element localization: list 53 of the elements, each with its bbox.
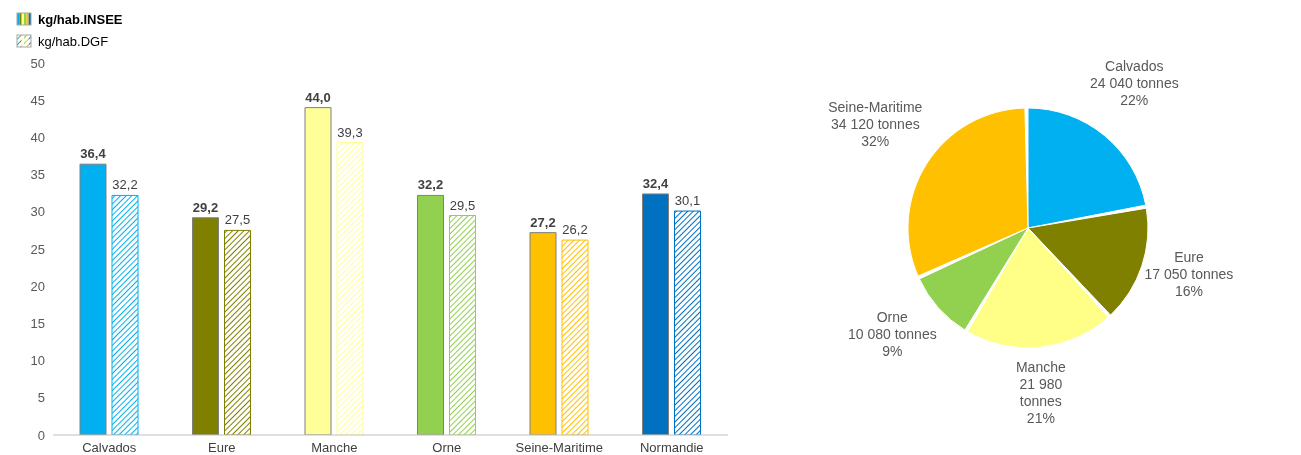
bar: [192, 217, 219, 435]
data-label: 10 080 tonnes 9%: [847, 326, 937, 360]
data-label: 24 040 tonnes 22%: [1089, 74, 1179, 108]
data-label: 29,2: [192, 199, 219, 215]
y-tick-label: 25: [30, 241, 45, 257]
bar: [417, 194, 444, 435]
slice-label: Seine-Maritime: [828, 99, 923, 116]
data-label: 44,0: [305, 89, 331, 105]
y-tick-label: 30: [30, 204, 45, 220]
y-tick-label: 15: [30, 316, 45, 332]
y-tick-label: 40: [30, 130, 45, 146]
bar: [224, 229, 251, 435]
data-label: 21 980 tonnes 21%: [1019, 375, 1063, 426]
y-tick-label: 5: [37, 390, 45, 406]
data-label: 32,2: [417, 177, 444, 193]
bar: [111, 194, 139, 435]
bar: [642, 193, 669, 435]
y-tick-label: 50: [30, 55, 45, 71]
data-label: 29,5: [449, 197, 476, 213]
legend-label: kg/hab.DGF: [38, 33, 109, 49]
y-tick-label: 10: [30, 353, 45, 369]
y-tick-label: 20: [30, 278, 45, 294]
data-label: 39,3: [337, 124, 363, 140]
x-tick-label: Eure: [208, 440, 236, 455]
slice-label: Eure: [1174, 248, 1204, 265]
x-tick-label: Seine-Maritime: [515, 440, 603, 455]
y-tick-label: 0: [37, 427, 45, 443]
data-label: 27,5: [224, 212, 251, 228]
x-tick-label: Orne: [432, 440, 462, 455]
data-label: 26,2: [562, 222, 588, 238]
bar: [449, 215, 476, 435]
x-tick-label: Manche: [311, 440, 358, 455]
data-label: 34 120 tonnes 32%: [830, 116, 920, 150]
bar: [529, 232, 557, 435]
x-tick-label: Normandie: [639, 440, 704, 455]
x-tick-label: Calvados: [82, 440, 137, 455]
slice-label: Calvados: [1105, 57, 1164, 74]
y-tick-label: 45: [30, 92, 45, 108]
y-tick-label: 35: [30, 167, 45, 183]
data-label: 17 050 tonnes 16%: [1144, 265, 1234, 299]
bar: [79, 163, 107, 435]
slice-label: Orne: [876, 309, 909, 326]
data-label: 36,4: [80, 146, 107, 162]
data-label: 30,1: [674, 193, 701, 209]
bar: [561, 239, 589, 435]
slice-label: Manche: [1015, 358, 1066, 375]
legend-label: kg/hab.INSEE: [38, 11, 123, 27]
data-label: 27,2: [530, 214, 556, 230]
data-label: 32,4: [642, 175, 669, 191]
bar: [336, 142, 364, 435]
bar: [674, 210, 701, 435]
bar: [304, 107, 332, 435]
data-label: 32,2: [112, 177, 138, 193]
